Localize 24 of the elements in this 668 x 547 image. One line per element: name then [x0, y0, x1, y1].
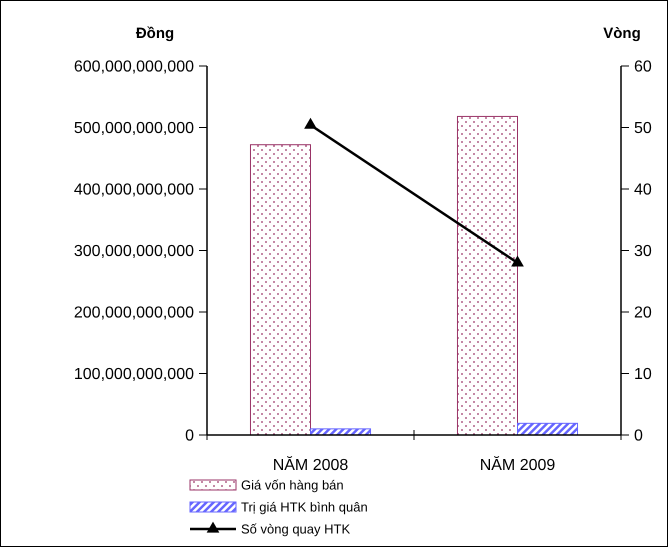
y2-tick-label: 30 [634, 243, 652, 260]
legend-label: Số vòng quay HTK [241, 522, 350, 537]
y2-tick-label: 40 [634, 182, 652, 199]
y2-tick-label: 50 [634, 120, 652, 138]
y-tick-label: 200,000,000,000 [74, 304, 194, 322]
legend-label: Giá vốn hàng bán [241, 478, 344, 493]
y-tick-label: 600,000,000,000 [74, 58, 194, 76]
y2-tick-label: 20 [634, 304, 652, 322]
y-tick-label: 500,000,000,000 [74, 120, 194, 138]
y2-axis-title: Vòng [603, 25, 641, 42]
legend-label: Trị giá HTK bình quân [241, 500, 368, 515]
y2-tick-label: 0 [634, 428, 643, 445]
y2-tick-label: 60 [634, 58, 652, 76]
y-tick-label: 300,000,000,000 [74, 243, 194, 260]
bar [517, 422, 578, 436]
x-tick-label: NĂM 2009 [480, 456, 556, 474]
y-tick-label: 100,000,000,000 [74, 366, 194, 384]
x-tick-label: NĂM 2008 [272, 456, 348, 474]
y-axis-title: Đồng [136, 25, 174, 42]
y-tick-label: 400,000,000,000 [74, 182, 194, 199]
y-tick-label: 0 [185, 428, 194, 445]
bar [456, 116, 518, 436]
bar [250, 144, 311, 436]
y2-tick-label: 10 [634, 366, 652, 384]
